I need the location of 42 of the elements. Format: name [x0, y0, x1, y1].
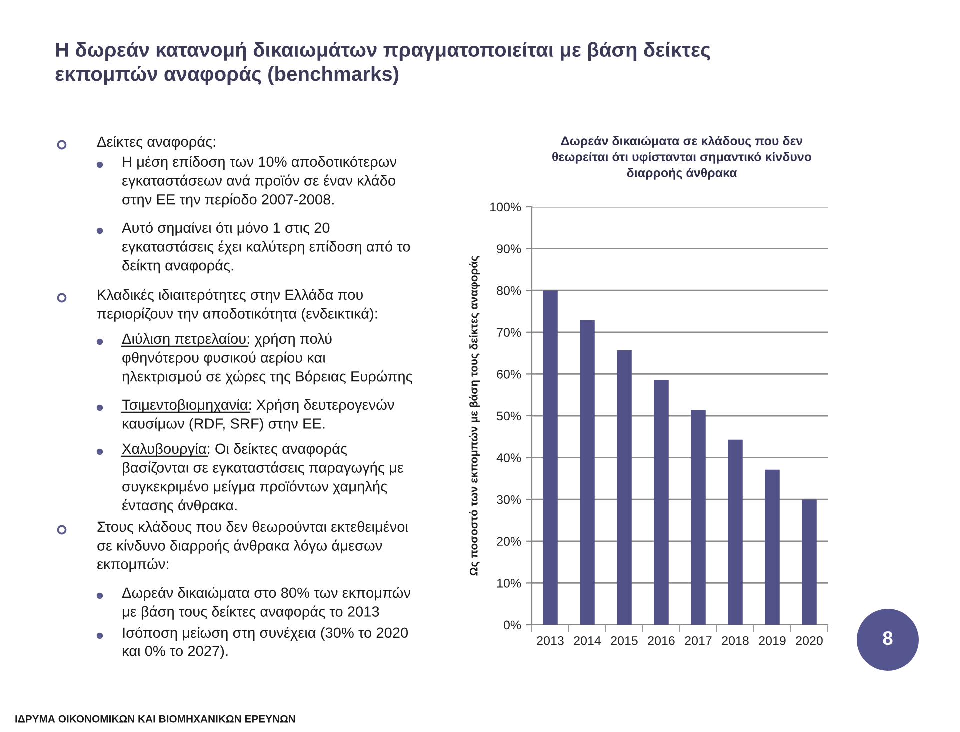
text: Δείκτες αναφοράς: — [97, 136, 216, 150]
bar — [654, 380, 669, 625]
text: ΙΔΡΥΜΑ ΟΙΚΟΝΟΜΙΚΩΝ ΚΑΙ ΒΙΟΜΗΧΑΝΙΚΩΝ ΕΡΕΥΝΩΝ — [16, 715, 296, 723]
x-tick-label: 2016 — [648, 636, 675, 646]
bar — [543, 290, 558, 625]
y-tick-label: 50% — [497, 412, 522, 421]
y-tick-label: 10% — [498, 579, 522, 588]
text: Στους κλάδους που δεν θεωρούνται εκτεθειμένοι σε κίνδυνο διαρροής άνθρακα λόγω άμεσων εκπομπών: — [98, 520, 408, 572]
text: Δωρεάν δικαιώματα στο 80% των εκπομπών με βάση τους δείκτες αναφοράς το 2013 — [122, 586, 410, 620]
bar — [580, 320, 595, 625]
y-tick-label: 0% — [504, 620, 522, 630]
text: Η μέση επίδοση των 10% αποδοτικότερων εγκαταστάσεων ανά προϊόν σε έναν κλάδο στην ΕΕ την περίοδο 2007-2008. — [122, 156, 397, 208]
text: Χαλυβουργία: Οι δείκτες αναφοράς βασίζονται σε εγκαταστάσεις παραγωγής με συγκεκριμένο μείγμα προϊόντων χαμηλής έντασης άνθρακα. — [122, 442, 404, 514]
bar — [691, 410, 706, 625]
bar — [765, 470, 780, 625]
x-tick-label: 2020 — [796, 636, 823, 646]
x-tick-label: 2018 — [722, 636, 749, 646]
x-tick-label: 2017 — [685, 636, 712, 646]
text: Αυτό σημαίνει ότι μόνο 1 στις 20 εγκαταστάσεις έχει καλύτερη επίδοση από το δείκτη αναφοράς. — [122, 222, 410, 274]
text: Τσιμεντοβιομηχανία: Χρήση δευτερογενών καυσίμων (RDF, SRF) στην ΕΕ. — [122, 398, 394, 432]
text: Ισόποση μείωση στη συνέχεια (30% το 2020 και 0% το 2027). — [122, 626, 408, 660]
text: 8 — [883, 631, 893, 646]
x-tick-label: 2013 — [537, 636, 564, 646]
y-tick-label: 40% — [496, 454, 522, 462]
y-tick-label: 100% — [490, 202, 522, 212]
x-tick-label: 2019 — [759, 636, 786, 646]
bar — [728, 440, 743, 625]
bar — [617, 350, 632, 625]
chart-title: Η δωρεάν κατανομή δικαιωμάτων πραγματοποιείται με βάση δείκτες εκπομπών αναφοράς (benchmarks) — [56, 42, 710, 86]
x-tick-label: 2015 — [611, 636, 638, 646]
y-tick-label: 20% — [497, 537, 522, 546]
y-tick-label: 30% — [497, 495, 522, 504]
y-tick-label: 90% — [497, 244, 522, 254]
y-tick-label: 70% — [497, 328, 522, 338]
chart-subtitle: Δωρεάν δικαιώματα σε κλάδους που δεν θεωρείται ότι υφίστανται σημαντικό κίνδυνο διαρροής άνθρακα — [552, 136, 812, 180]
y-tick-label: 60% — [497, 370, 522, 379]
text: Διύλιση πετρελαίου: χρήση πολύ φθηνότερου φυσικού αερίου και ηλεκτρισμού σε χώρες της Βόρειας Ευρώπης — [122, 332, 412, 385]
bar — [802, 500, 817, 625]
x-tick-label: 2014 — [574, 636, 602, 646]
y-tick-label: 80% — [497, 286, 522, 296]
text: Κλαδικές ιδιαιτερότητες στην Ελλάδα που περιορίζουν την αποδοτικότητα (ενδεικτικά): — [98, 288, 378, 322]
y-axis-title: Ως ποσοστό των εκπομπών με βάση τους δείκτες αναφοράς — [470, 256, 480, 576]
